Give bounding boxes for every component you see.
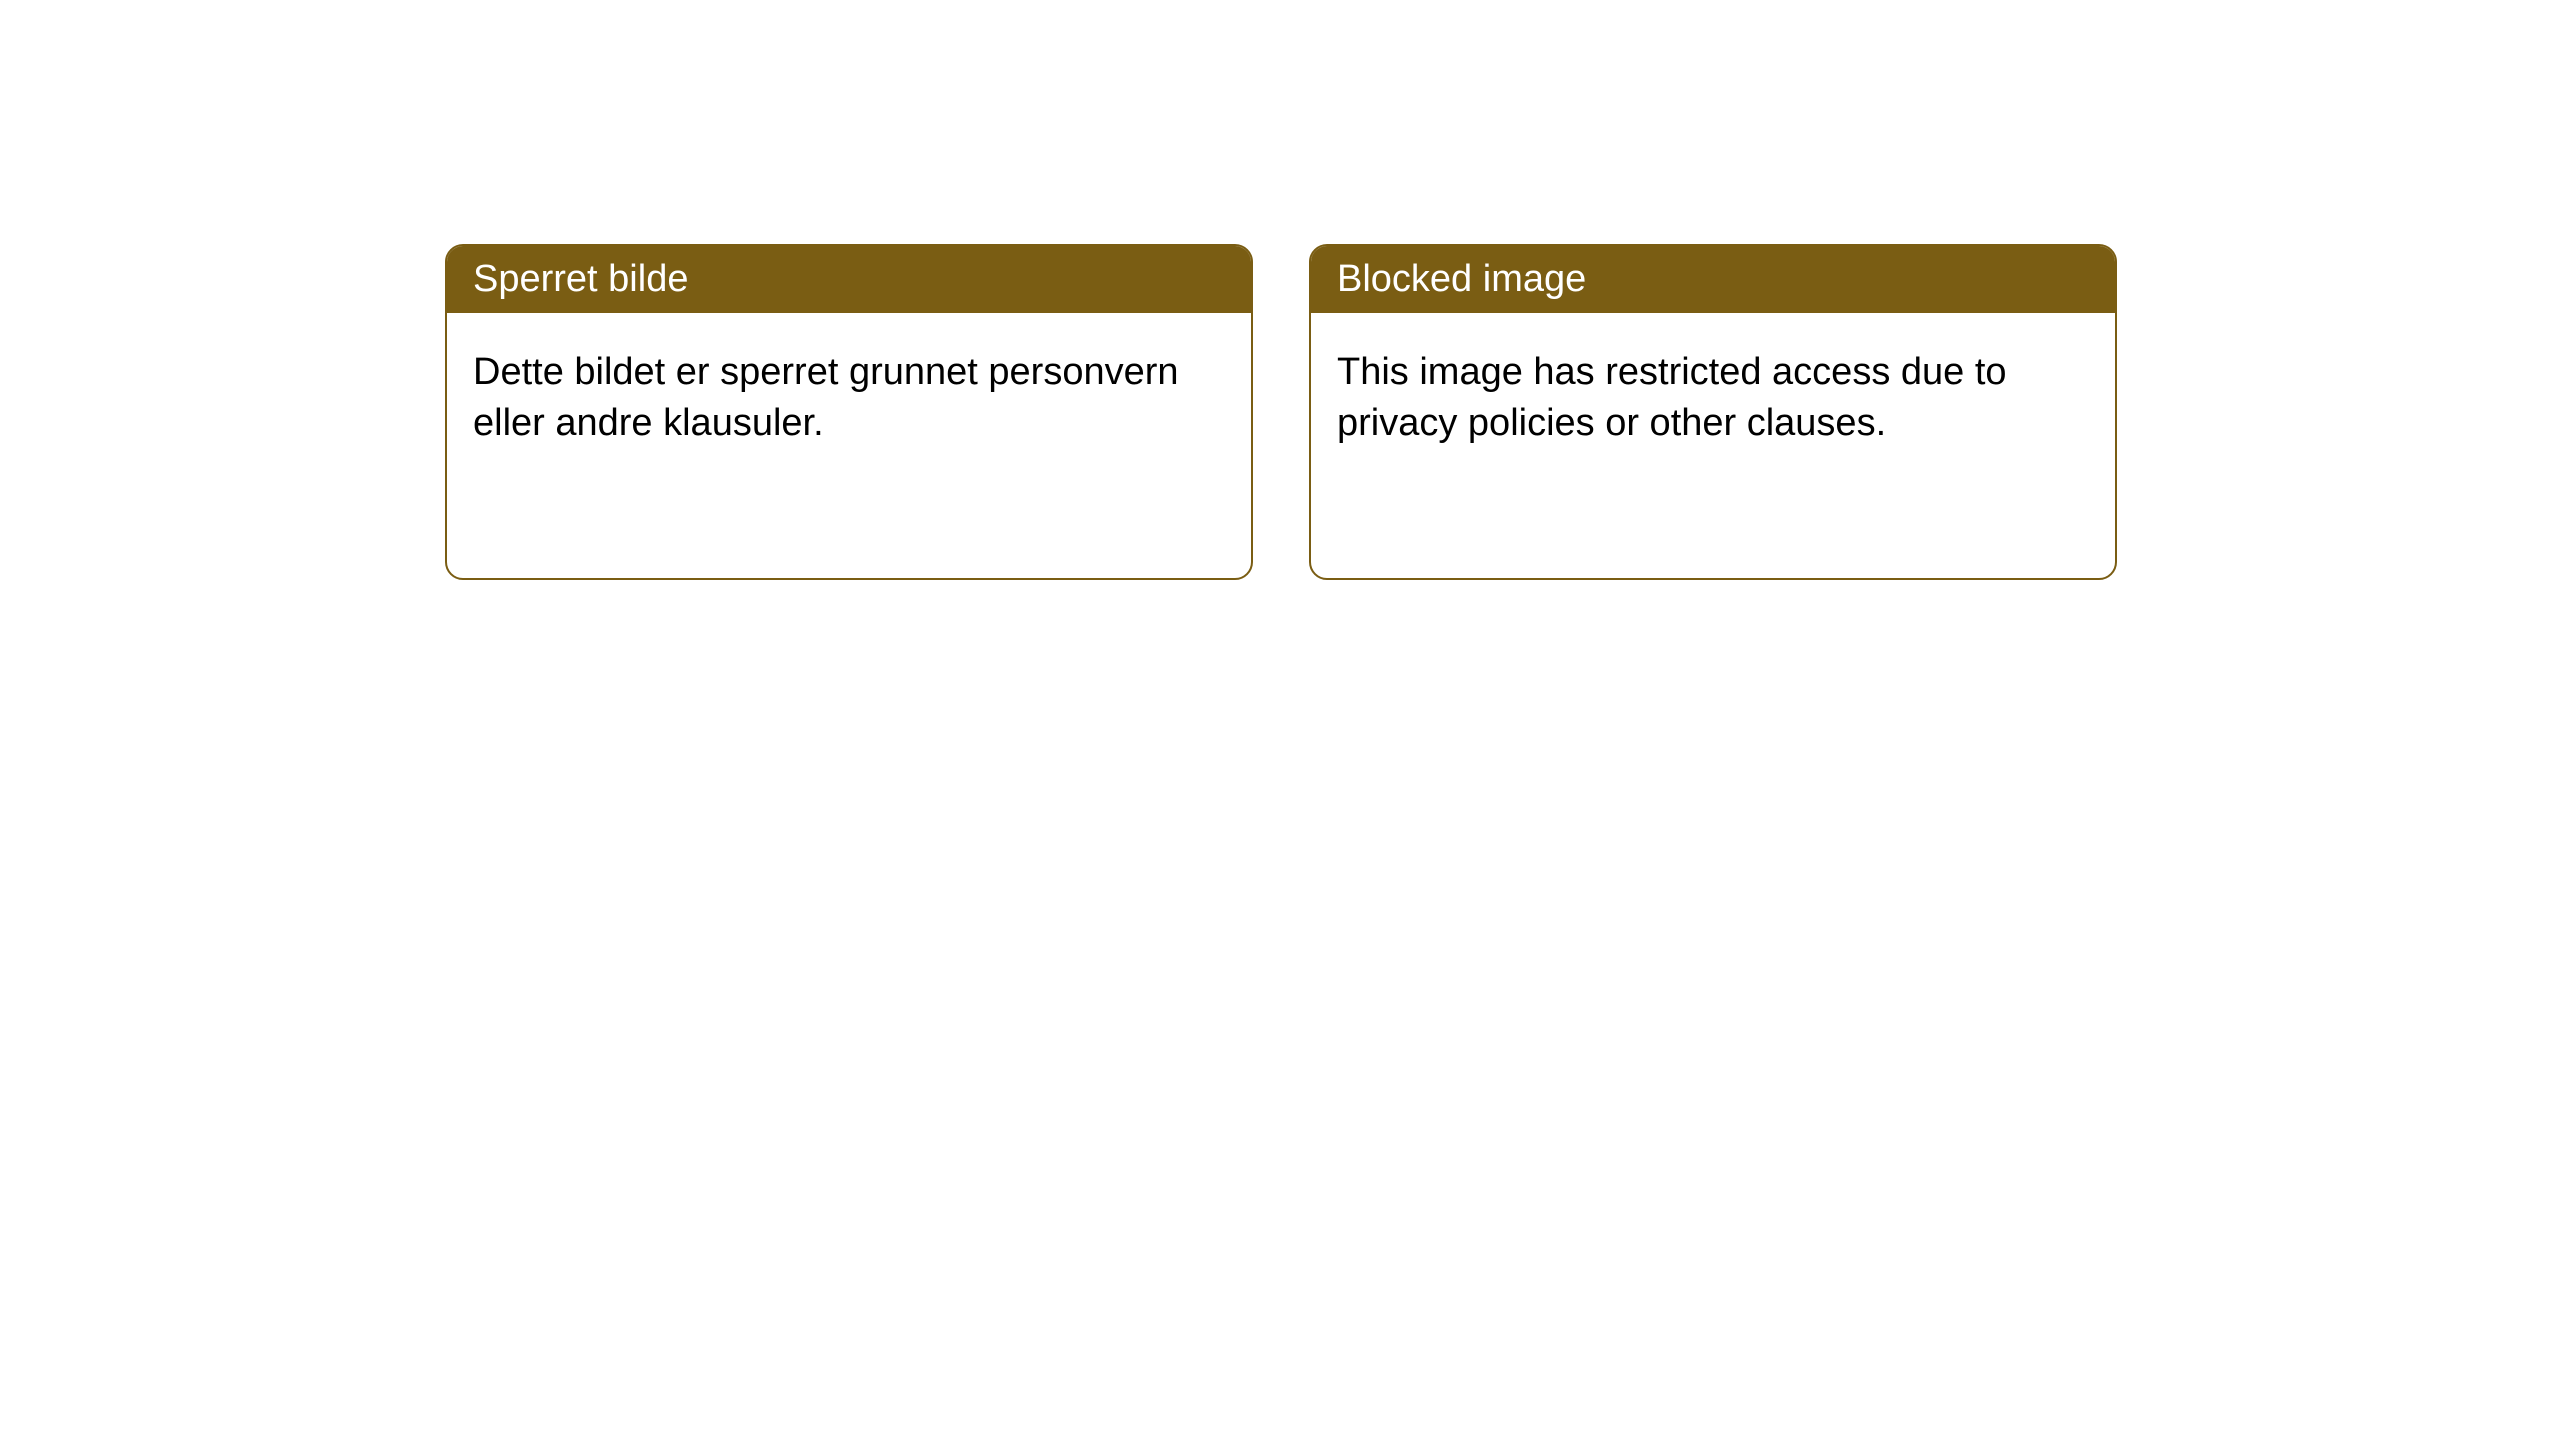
notice-cards-container: Sperret bilde Dette bildet er sperret gr… bbox=[445, 244, 2117, 580]
card-title: Sperret bilde bbox=[473, 258, 688, 300]
card-body: Dette bildet er sperret grunnet personve… bbox=[447, 313, 1251, 484]
card-title: Blocked image bbox=[1337, 258, 1586, 300]
notice-card-english: Blocked image This image has restricted … bbox=[1309, 244, 2117, 580]
card-body-text: Dette bildet er sperret grunnet personve… bbox=[473, 351, 1179, 444]
card-body: This image has restricted access due to … bbox=[1311, 313, 2115, 484]
card-header: Sperret bilde bbox=[447, 246, 1251, 313]
card-header: Blocked image bbox=[1311, 246, 2115, 313]
notice-card-norwegian: Sperret bilde Dette bildet er sperret gr… bbox=[445, 244, 1253, 580]
card-body-text: This image has restricted access due to … bbox=[1337, 351, 2007, 444]
